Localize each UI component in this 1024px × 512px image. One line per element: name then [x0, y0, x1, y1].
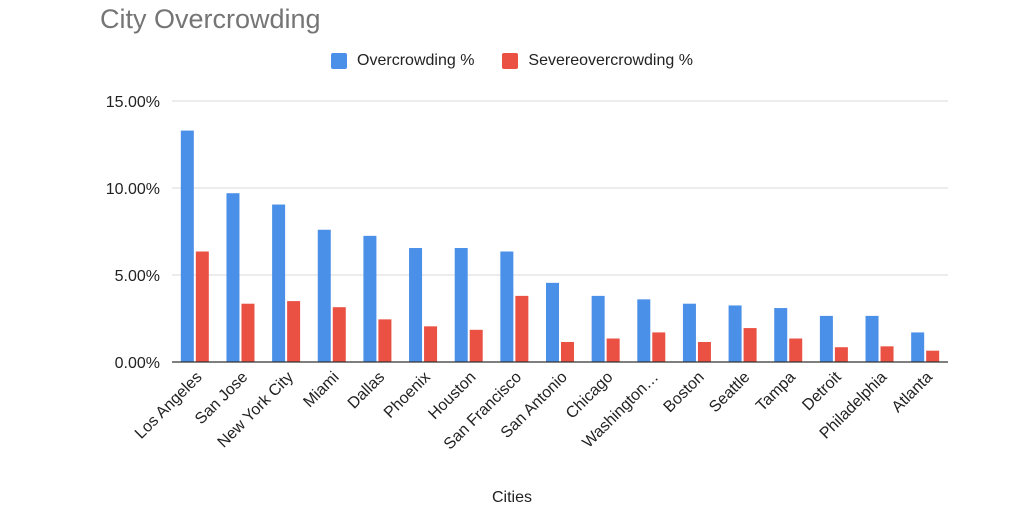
- x-tick-label: Atlanta: [889, 369, 936, 416]
- bar-severe-overcrowding: [241, 303, 255, 362]
- bar-overcrowding: [317, 229, 331, 362]
- bar-overcrowding: [272, 204, 286, 362]
- x-tick-label: Miami: [300, 369, 342, 411]
- bar-overcrowding: [728, 305, 742, 362]
- bar-overcrowding: [500, 251, 514, 362]
- bar-overcrowding: [454, 248, 468, 362]
- y-tick-label: 0.00%: [115, 355, 160, 372]
- x-tick-label: Los Angeles: [132, 369, 206, 443]
- bar-overcrowding: [180, 130, 194, 362]
- bar-severe-overcrowding: [880, 346, 894, 362]
- y-tick-label: 5.00%: [115, 268, 160, 285]
- bar-severe-overcrowding: [561, 341, 574, 362]
- bar-overcrowding: [226, 193, 240, 362]
- bar-severe-overcrowding: [195, 251, 209, 362]
- legend-swatch-overcrowding: [331, 53, 348, 69]
- bar-overcrowding: [911, 332, 925, 362]
- x-tick-label: Boston: [661, 369, 708, 416]
- bar-severe-overcrowding: [515, 295, 529, 362]
- x-tick-label: Detroit: [799, 368, 845, 414]
- x-tick-label: Dallas: [345, 369, 388, 412]
- bar-severe-overcrowding: [652, 332, 666, 362]
- chart-title: City Overcrowding: [100, 4, 321, 34]
- bar-severe-overcrowding: [424, 326, 438, 362]
- bar-severe-overcrowding: [606, 338, 620, 362]
- legend-swatch-severe-overcrowding: [502, 53, 519, 69]
- legend-item-overcrowding[interactable]: Overcrowding %: [331, 52, 474, 70]
- bar-overcrowding: [546, 282, 559, 362]
- bar-severe-overcrowding: [332, 307, 346, 362]
- bar-overcrowding: [637, 299, 651, 362]
- bar-severe-overcrowding: [378, 319, 392, 362]
- bar-severe-overcrowding: [469, 329, 483, 362]
- legend-label-overcrowding: Overcrowding %: [357, 52, 475, 69]
- bar-severe-overcrowding: [743, 328, 757, 362]
- x-tick-label: Seattle: [706, 369, 753, 416]
- bar-overcrowding: [865, 315, 879, 362]
- legend: Overcrowding % Severeovercrowding %: [0, 52, 1024, 70]
- x-axis-title: Cities: [491, 489, 532, 506]
- bar-severe-overcrowding: [287, 301, 301, 362]
- x-tick-label: San Francisco: [441, 369, 525, 453]
- bar-severe-overcrowding: [789, 338, 803, 362]
- bar-severe-overcrowding: [697, 341, 711, 362]
- bar-overcrowding: [774, 308, 788, 362]
- y-tick-label: 15.00%: [106, 94, 160, 111]
- bar-overcrowding: [682, 303, 696, 362]
- legend-label-severe-overcrowding: Severeovercrowding %: [528, 52, 693, 69]
- bar-overcrowding: [591, 295, 605, 362]
- bar-severe-overcrowding: [834, 347, 848, 362]
- x-tick-label: Tampa: [753, 369, 799, 415]
- bar-overcrowding: [363, 235, 377, 362]
- x-tick-label: Phoenix: [381, 369, 434, 422]
- legend-item-severe-overcrowding[interactable]: Severeovercrowding %: [502, 52, 693, 70]
- bar-overcrowding: [409, 248, 423, 362]
- bar-overcrowding: [819, 315, 833, 362]
- y-tick-label: 10.00%: [106, 181, 160, 198]
- bar-severe-overcrowding: [926, 350, 940, 362]
